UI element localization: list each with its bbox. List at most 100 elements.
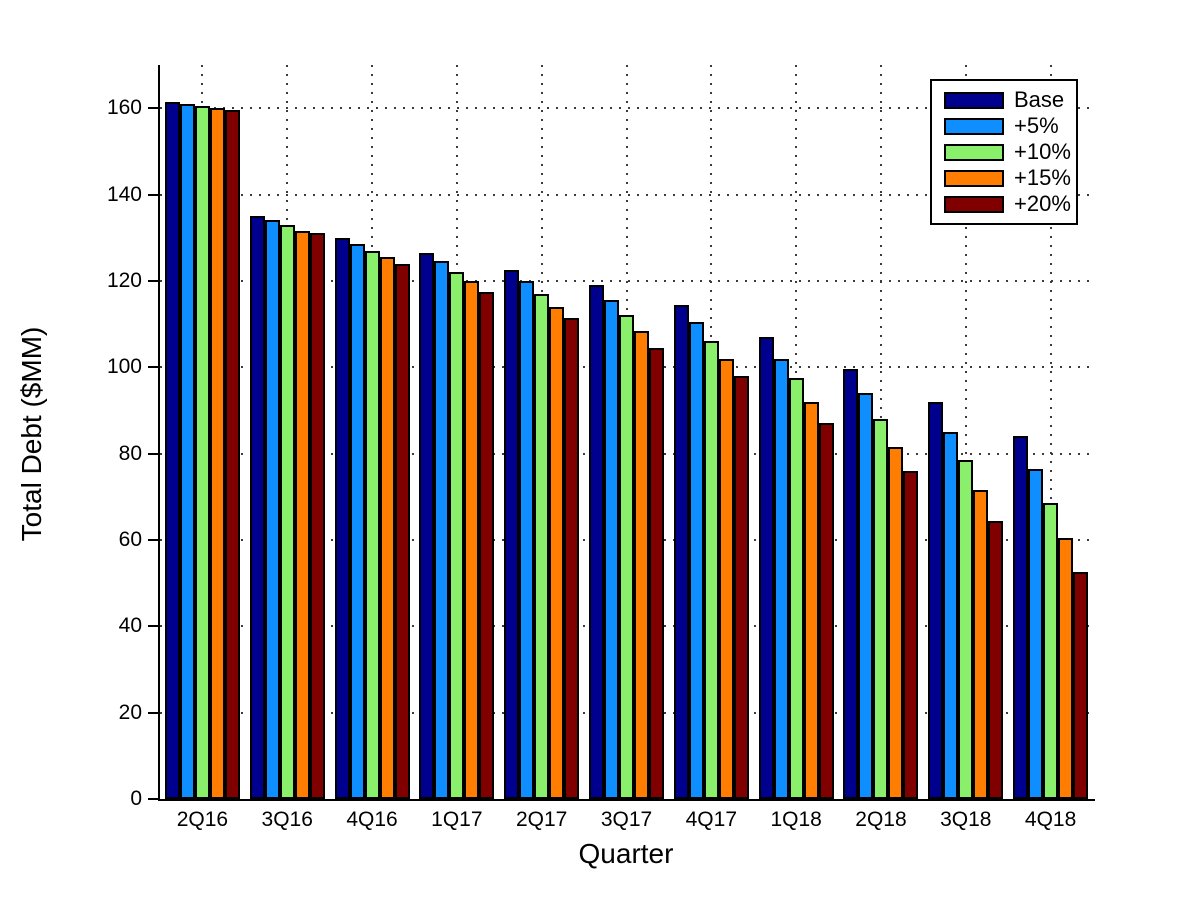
legend: Base +5% +10% +15% +20% [930, 79, 1078, 225]
bar-2Q17-+5% [519, 280, 535, 799]
legend-label: Base [1014, 87, 1065, 112]
y-tick-label: 140 [106, 182, 142, 206]
legend-swatch [944, 91, 1004, 109]
x-tick-label: 4Q17 [685, 808, 737, 831]
y-tick-mark [148, 625, 158, 628]
plot-area [160, 65, 1093, 799]
bar-2Q16-+15% [209, 108, 225, 799]
bar-4Q16-+15% [379, 257, 395, 799]
y-tick-label: 0 [130, 787, 142, 810]
bar-1Q17-+20% [479, 291, 495, 799]
bar-3Q16-Base [249, 216, 265, 799]
legend-label: +10% [1014, 139, 1071, 164]
legend-item: +20% [932, 193, 1076, 215]
bar-3Q17-+20% [649, 347, 665, 799]
y-tick-mark [148, 798, 158, 800]
x-tick-label: 4Q18 [1024, 808, 1077, 831]
y-tick-mark [148, 193, 158, 196]
bar-4Q17-+15% [718, 358, 734, 799]
bar-2Q16-+10% [194, 106, 210, 799]
bar-1Q17-Base [419, 252, 435, 799]
y-tick-label: 20 [118, 700, 142, 724]
y-axis-line [158, 65, 160, 801]
bar-4Q18-+15% [1058, 537, 1074, 799]
bar-1Q17-+5% [434, 261, 450, 799]
legend-label: +20% [1014, 191, 1071, 216]
bar-4Q18-+10% [1043, 503, 1059, 799]
legend-swatch [944, 169, 1004, 187]
bar-3Q17-Base [588, 285, 604, 799]
bar-3Q18-+5% [943, 432, 959, 799]
legend-label: +15% [1014, 165, 1071, 190]
gridline-vertical [964, 65, 967, 799]
bar-2Q16-+20% [224, 110, 240, 799]
bar-2Q18-+10% [873, 419, 889, 799]
bar-2Q18-+5% [858, 393, 874, 799]
x-axis-title: Quarter [578, 838, 674, 869]
legend-swatch [944, 195, 1004, 213]
bar-4Q18-+20% [1073, 572, 1089, 799]
x-tick-label: 1Q17 [431, 808, 483, 831]
y-tick-mark [148, 366, 158, 369]
y-tick-label: 120 [106, 268, 142, 292]
bar-3Q16-+15% [294, 231, 310, 799]
bar-3Q18-+15% [973, 490, 989, 799]
legend-label: +5% [1014, 113, 1059, 138]
bar-2Q17-+15% [549, 306, 565, 799]
bar-1Q18-+5% [773, 358, 789, 799]
bar-2Q18-+20% [903, 470, 919, 799]
gridline-vertical [1049, 65, 1052, 799]
bar-2Q17-Base [504, 270, 520, 799]
y-tick-mark [148, 711, 158, 714]
bar-4Q17-Base [673, 304, 689, 799]
y-axis-title: Total Debt ($MM) [16, 326, 47, 542]
bar-3Q18-+10% [958, 460, 974, 799]
legend-item: +15% [932, 167, 1076, 189]
y-tick-label: 80 [118, 441, 142, 465]
bar-3Q18-+20% [988, 520, 1004, 799]
bar-1Q17-+10% [449, 272, 465, 799]
x-tick-label: 2Q17 [515, 808, 568, 831]
bar-2Q17-+20% [564, 317, 580, 799]
bar-1Q18-+10% [788, 378, 804, 799]
legend-swatch [944, 117, 1004, 135]
bar-4Q17-+5% [688, 321, 704, 799]
bar-3Q16-+10% [279, 224, 295, 799]
x-tick-label: 4Q16 [346, 808, 398, 831]
x-tick-label: 3Q17 [600, 808, 653, 831]
bar-3Q17-+15% [634, 330, 649, 799]
bar-3Q16-+5% [264, 220, 280, 799]
legend-swatch [944, 143, 1004, 161]
bar-4Q18-Base [1013, 436, 1029, 799]
bar-4Q16-+5% [349, 244, 365, 799]
bar-4Q18-+5% [1028, 468, 1044, 799]
y-tick-mark [148, 452, 158, 455]
legend-item: +5% [932, 115, 1076, 137]
bar-4Q17-+20% [733, 375, 749, 799]
bar-1Q18-+15% [803, 401, 819, 799]
y-tick-mark [148, 538, 158, 541]
y-tick-label: 160 [106, 96, 142, 120]
x-axis-line [158, 799, 1095, 801]
x-tick-label: 3Q18 [940, 808, 992, 831]
y-tick-label: 60 [118, 527, 142, 551]
bar-2Q17-+10% [534, 293, 550, 799]
bar-2Q18-+15% [888, 447, 904, 799]
bar-3Q16-+20% [309, 233, 325, 799]
y-tick-mark [148, 279, 158, 282]
bar-3Q17-+10% [618, 315, 634, 799]
legend-item: +10% [932, 141, 1076, 163]
x-tick-label: 2Q16 [176, 808, 229, 831]
bar-2Q16-Base [164, 101, 180, 799]
y-tick-label: 40 [118, 614, 142, 638]
legend-item: Base [932, 89, 1076, 111]
bar-3Q18-Base [928, 401, 944, 799]
bar-1Q18-Base [758, 337, 774, 799]
bar-2Q16-+5% [179, 103, 195, 799]
bar-3Q17-+5% [603, 300, 619, 799]
y-tick-label: 100 [106, 355, 142, 379]
bar-4Q16-Base [334, 237, 350, 799]
y-tick-mark [148, 107, 158, 110]
bar-4Q16-+10% [364, 250, 380, 799]
